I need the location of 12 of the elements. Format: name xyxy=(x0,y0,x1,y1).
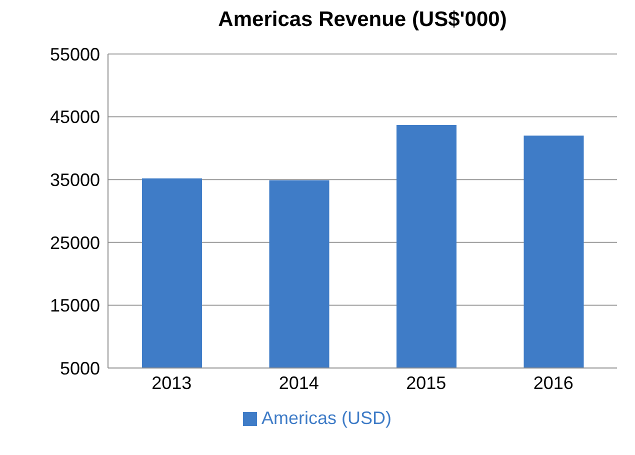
chart-title: Americas Revenue (US$'000) xyxy=(217,8,508,33)
x-tick-label: 2014 xyxy=(278,372,319,393)
legend-label: Americas (USD) xyxy=(261,408,392,428)
y-tick-label: 25000 xyxy=(50,232,100,253)
x-tick-label: 2015 xyxy=(406,372,446,393)
y-tick-label: 45000 xyxy=(50,107,100,128)
y-tick-label: 5000 xyxy=(60,358,100,378)
y-tick-label: 55000 xyxy=(50,44,100,64)
x-tick-label: 2013 xyxy=(152,372,192,393)
y-tick-label: 15000 xyxy=(50,296,100,316)
x-tick-label: 2016 xyxy=(533,372,574,393)
y-tick-label: 35000 xyxy=(50,170,100,190)
